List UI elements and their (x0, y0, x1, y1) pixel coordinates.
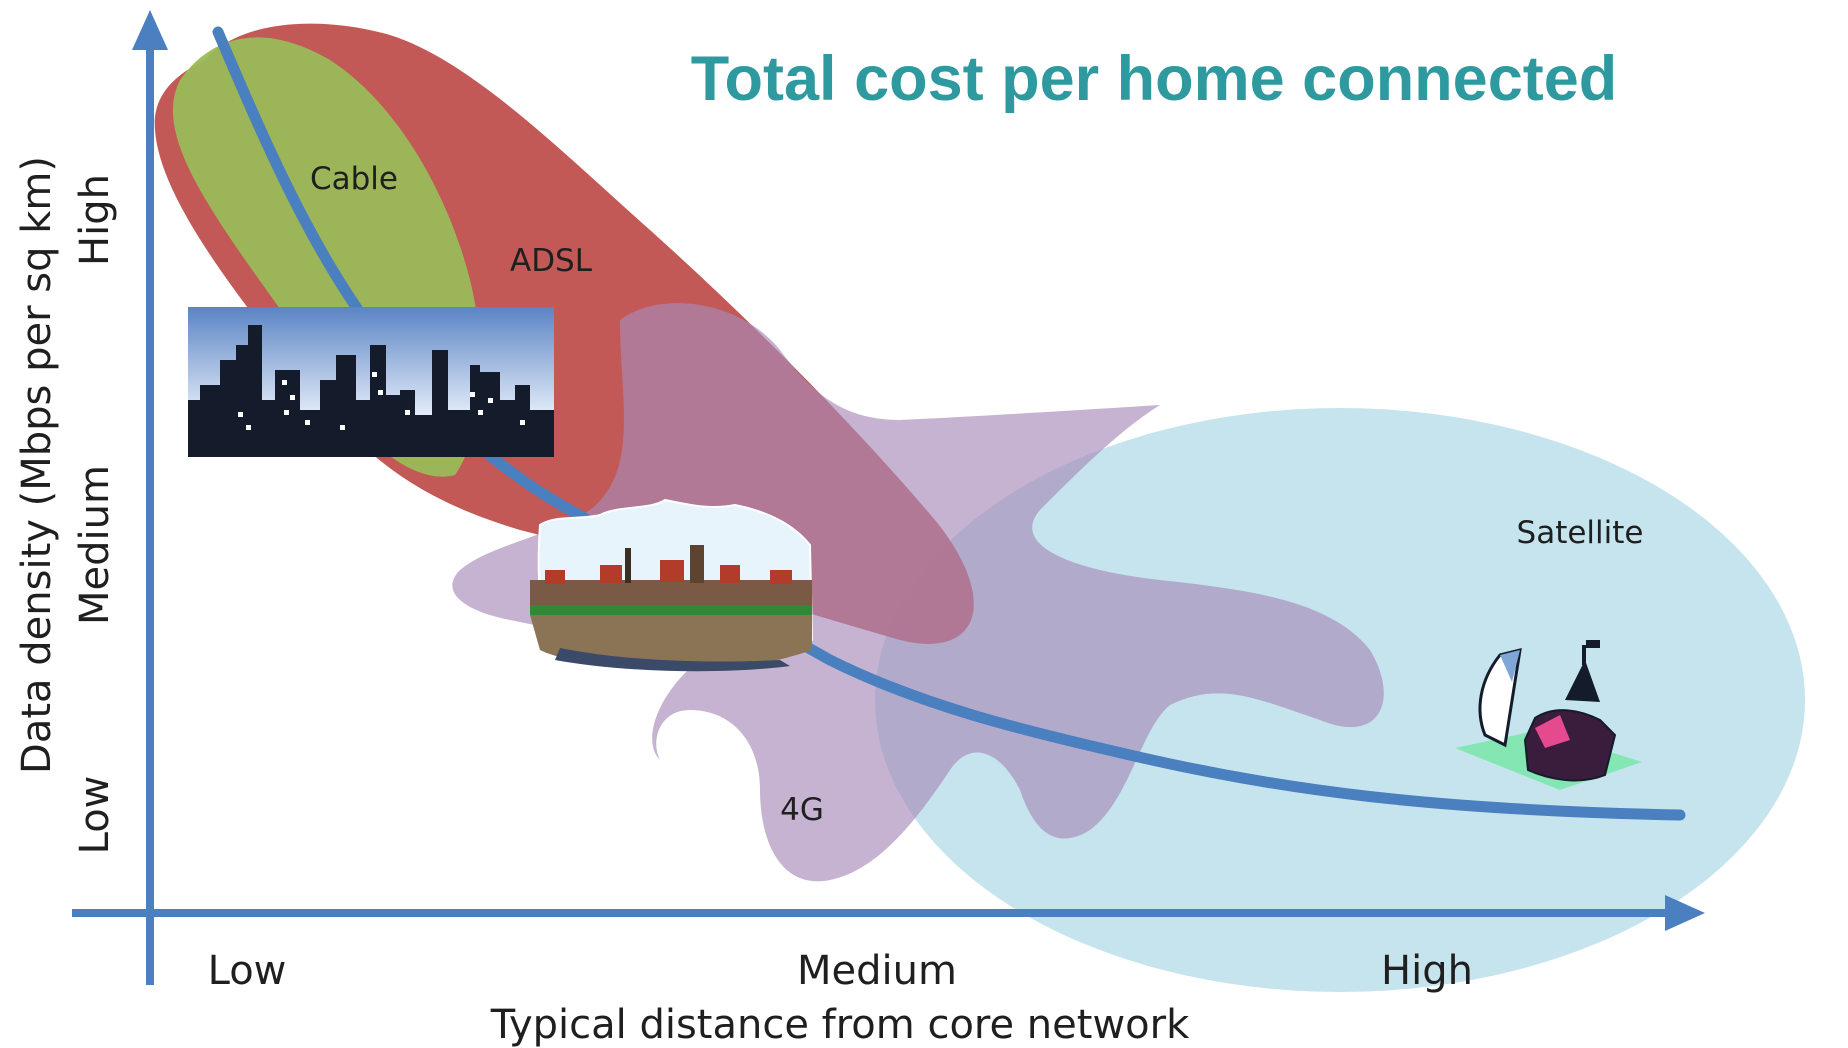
4g-label: 4G (780, 792, 824, 828)
x-axis-arrow-icon (1665, 895, 1705, 931)
y-axis-title: Data density (Mbps per sq km) (14, 156, 60, 774)
satellite-label: Satellite (1517, 515, 1644, 551)
adsl-label: ADSL (510, 243, 593, 279)
y-tick-medium: Medium (72, 465, 118, 625)
town-icon (530, 498, 814, 672)
y-tick-high: High (72, 174, 118, 266)
diagram-title: Total cost per home connected (691, 44, 1617, 114)
x-tick-high: High (1381, 948, 1473, 994)
y-axis-arrow-icon (132, 10, 168, 50)
city-skyline-icon (188, 307, 554, 457)
x-tick-medium: Medium (797, 948, 957, 994)
y-axis (132, 10, 168, 985)
x-axis (72, 895, 1705, 931)
y-tick-low: Low (72, 776, 118, 855)
cable-label: Cable (310, 161, 398, 197)
x-axis-title: Typical distance from core network (490, 1002, 1190, 1048)
rural-satellite-dish-icon (1455, 640, 1642, 790)
x-tick-low: Low (208, 948, 287, 994)
4g-region (452, 303, 1384, 882)
